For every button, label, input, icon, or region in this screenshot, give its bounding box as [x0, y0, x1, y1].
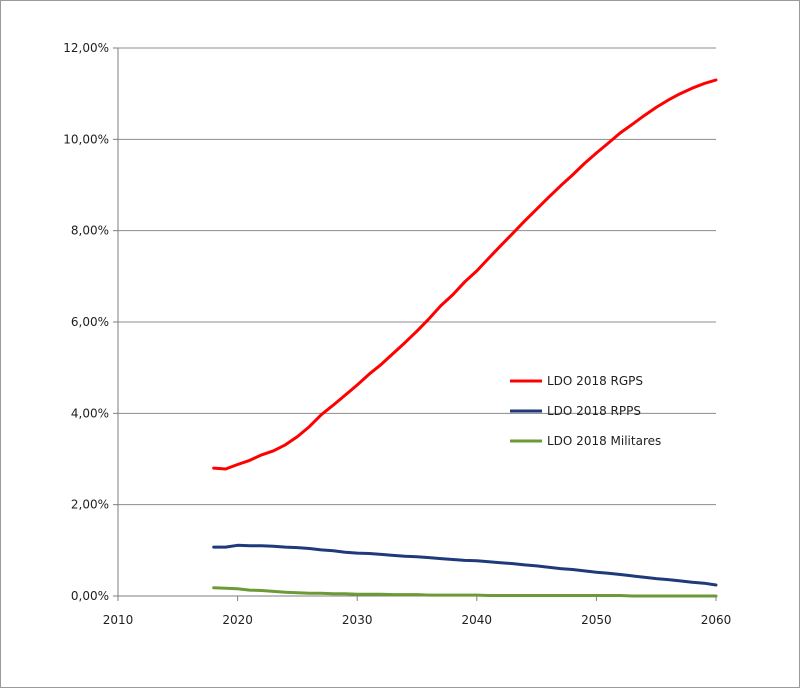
legend-label-0: LDO 2018 RGPS — [547, 374, 643, 388]
y-tick-label-4: 8,00% — [71, 224, 109, 238]
x-tick-label-2: 2030 — [342, 613, 373, 627]
x-tick-label-3: 2040 — [462, 613, 493, 627]
legend-label-1: LDO 2018 RPPS — [547, 404, 641, 418]
x-tick-label-5: 2060 — [701, 613, 732, 627]
x-tick-label-1: 2020 — [222, 613, 253, 627]
legend: LDO 2018 RGPS LDO 2018 RPPS LDO 2018 Milit… — [510, 374, 661, 448]
y-tick-label-6: 12,00% — [63, 41, 109, 55]
y-tick-label-0: 0,00% — [71, 589, 109, 603]
x-tick-label-4: 2050 — [581, 613, 612, 627]
series-line-0 — [212, 78, 718, 471]
gridlines — [118, 47, 716, 506]
y-tick-label-1: 2,00% — [71, 498, 109, 512]
x-axis-ticks: 2010 2020 2030 2040 2050 2060 — [103, 596, 732, 627]
series-lines — [212, 78, 718, 598]
y-tick-label-3: 6,00% — [71, 315, 109, 329]
y-tick-label-5: 10,00% — [63, 132, 109, 146]
legend-label-2: LDO 2018 Militares — [547, 434, 661, 448]
x-tick-label-0: 2010 — [103, 613, 134, 627]
series-line-1 — [212, 543, 718, 587]
y-axis-ticks: 0,00% 2,00% 4,00% 6,00% 8,00% 10,00% 12,00% — [63, 41, 118, 603]
series-line-2 — [212, 586, 718, 598]
y-tick-label-2: 4,00% — [71, 406, 109, 420]
